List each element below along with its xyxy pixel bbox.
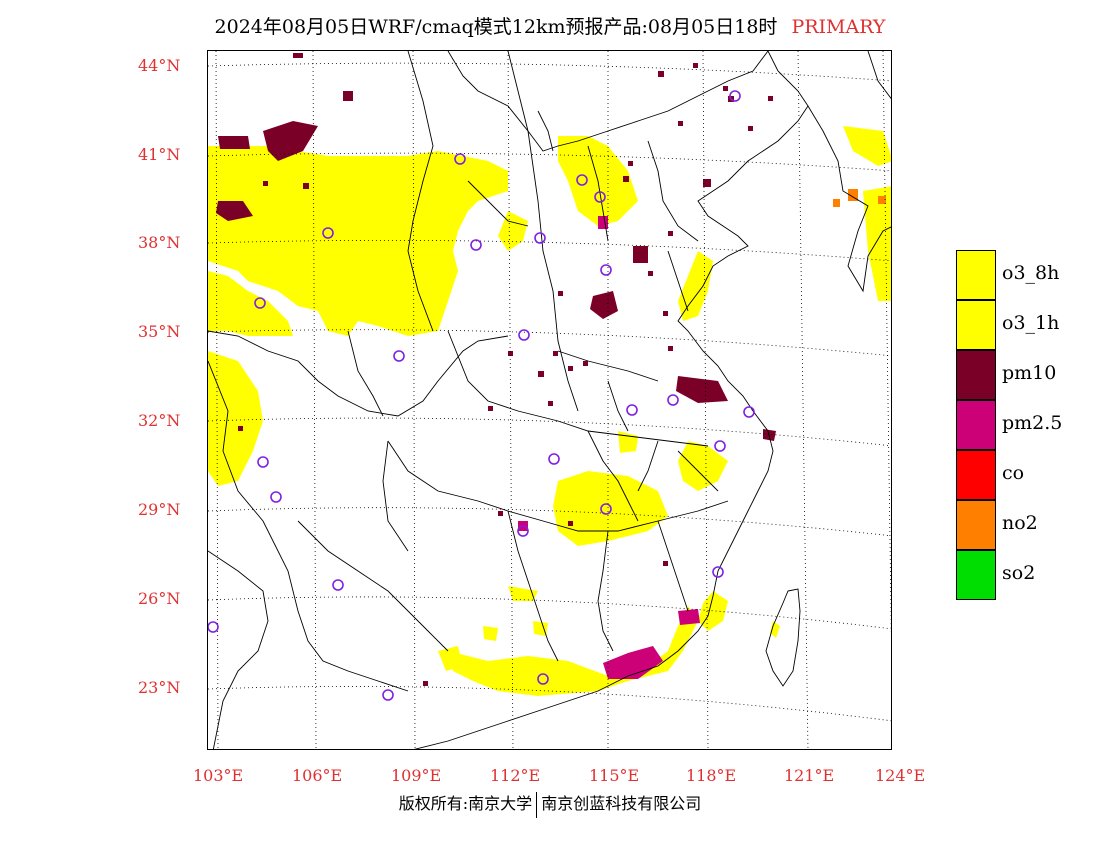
legend-swatch [956, 400, 996, 450]
legend-label: o3_8h [1002, 262, 1060, 284]
lon-label: 121°E [784, 766, 835, 785]
map-canvas [208, 51, 891, 749]
lat-label: 35°N [138, 322, 181, 341]
footer-divider [536, 791, 538, 818]
copyright-footer: 版权所有:南京大学 南京创蓝科技有限公司 [0, 790, 1100, 818]
footer-left: 版权所有:南京大学 [398, 794, 533, 813]
lat-label: 32°N [138, 411, 181, 430]
legend-swatch [956, 550, 996, 600]
lon-label: 112°E [490, 766, 541, 785]
graticule [208, 51, 891, 749]
title-tag: PRIMARY [791, 16, 886, 38]
lat-label: 26°N [138, 589, 181, 608]
legend-label: pm10 [1002, 362, 1057, 384]
lon-label: 118°E [686, 766, 737, 785]
map-title: 2024年08月05日WRF/cmaq模式12km预报产品:08月05日18时 P… [0, 12, 1100, 39]
lon-label: 109°E [391, 766, 442, 785]
scattered-cells [238, 53, 773, 686]
legend-swatch [956, 250, 996, 300]
lon-label: 124°E [875, 766, 926, 785]
legend-swatch [956, 450, 996, 500]
title-main: 2024年08月05日WRF/cmaq模式12km预报产品:08月05日18时 [214, 16, 778, 38]
lat-label: 38°N [138, 233, 181, 252]
legend-label: o3_1h [1002, 312, 1060, 334]
pollutant-fields [208, 91, 891, 696]
legend-label: no2 [1002, 512, 1038, 534]
city-markers [208, 90, 755, 701]
legend-label: so2 [1002, 562, 1036, 584]
legend-swatch [956, 500, 996, 550]
lat-label: 44°N [138, 56, 181, 75]
lon-label: 106°E [292, 766, 343, 785]
lat-label: 23°N [138, 678, 181, 697]
boundaries [208, 51, 891, 749]
lat-label: 41°N [138, 145, 181, 164]
legend-swatch [956, 350, 996, 400]
legend-label: pm2.5 [1002, 412, 1063, 434]
map-frame [207, 50, 892, 750]
legend-swatch [956, 300, 996, 350]
lon-label: 115°E [589, 766, 640, 785]
lat-label: 29°N [138, 500, 181, 519]
footer-right: 南京创蓝科技有限公司 [541, 794, 702, 813]
legend-label: co [1002, 462, 1025, 484]
lon-label: 103°E [193, 766, 244, 785]
